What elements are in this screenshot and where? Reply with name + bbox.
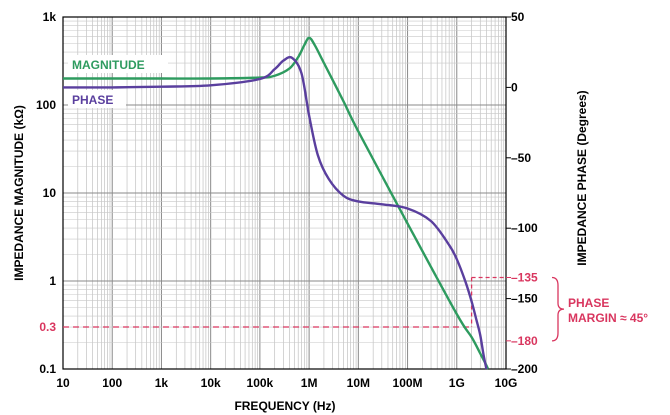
left-tick-labels: 0.1 1 10 100 1k 0.3 <box>36 10 56 376</box>
x-tick-label: 1k <box>155 376 169 390</box>
right-tick-label: –200 <box>511 362 538 376</box>
legend: MAGNITUDE PHASE <box>68 55 168 108</box>
right-tick-label-highlight: –135 <box>511 270 538 284</box>
x-tick-label: 100k <box>247 376 274 390</box>
series-line-magnitude <box>63 36 490 370</box>
series-lines <box>62 36 490 370</box>
left-tick-label: 1 <box>49 274 56 288</box>
phase-margin-label: MARGIN ≈ 45° <box>568 311 648 325</box>
right-axis-label: IMPEDANCE PHASE (Degrees) <box>575 90 589 265</box>
right-tick-label: –100 <box>511 221 538 235</box>
x-tick-label: 100M <box>393 376 423 390</box>
right-tick-label: 0 <box>511 80 518 94</box>
phase-label: PHASE <box>72 93 113 107</box>
x-tick-label: 1M <box>301 376 318 390</box>
right-tick-label-highlight: –180 <box>511 334 538 348</box>
x-tick-label: 1G <box>449 376 465 390</box>
x-tick-label: 10 <box>56 376 70 390</box>
x-tick-label: 100 <box>102 376 122 390</box>
magnitude-label: MAGNITUDE <box>72 58 145 72</box>
left-axis-label: IMPEDANCE MAGNITUDE (kΩ) <box>12 105 26 281</box>
right-tick-label: –150 <box>511 292 538 306</box>
left-tick-label-highlight: 0.3 <box>39 320 56 334</box>
x-axis-label: FREQUENCY (Hz) <box>234 399 335 413</box>
left-tick-label: 0.1 <box>39 362 56 376</box>
x-tick-label: 10M <box>347 376 370 390</box>
phase-margin-label: PHASE <box>568 296 609 310</box>
left-tick-label: 1k <box>43 10 57 24</box>
phase-margin-brace <box>551 276 565 342</box>
x-tick-label: 10G <box>495 376 518 390</box>
x-tick-labels: 10 100 1k 10k 100k 1M 10M 100M 1G 10G <box>56 376 517 390</box>
left-tick-label: 10 <box>43 186 57 200</box>
right-tick-label: –50 <box>511 151 531 165</box>
right-tick-label: 50 <box>511 10 525 24</box>
plot-frame <box>62 16 507 370</box>
right-tick-labels: 50 0 –50 –100 –150 –200 –135 –180 <box>506 10 538 376</box>
x-tick-label: 10k <box>201 376 221 390</box>
series-line-phase <box>62 55 488 370</box>
left-tick-label: 100 <box>36 98 56 112</box>
